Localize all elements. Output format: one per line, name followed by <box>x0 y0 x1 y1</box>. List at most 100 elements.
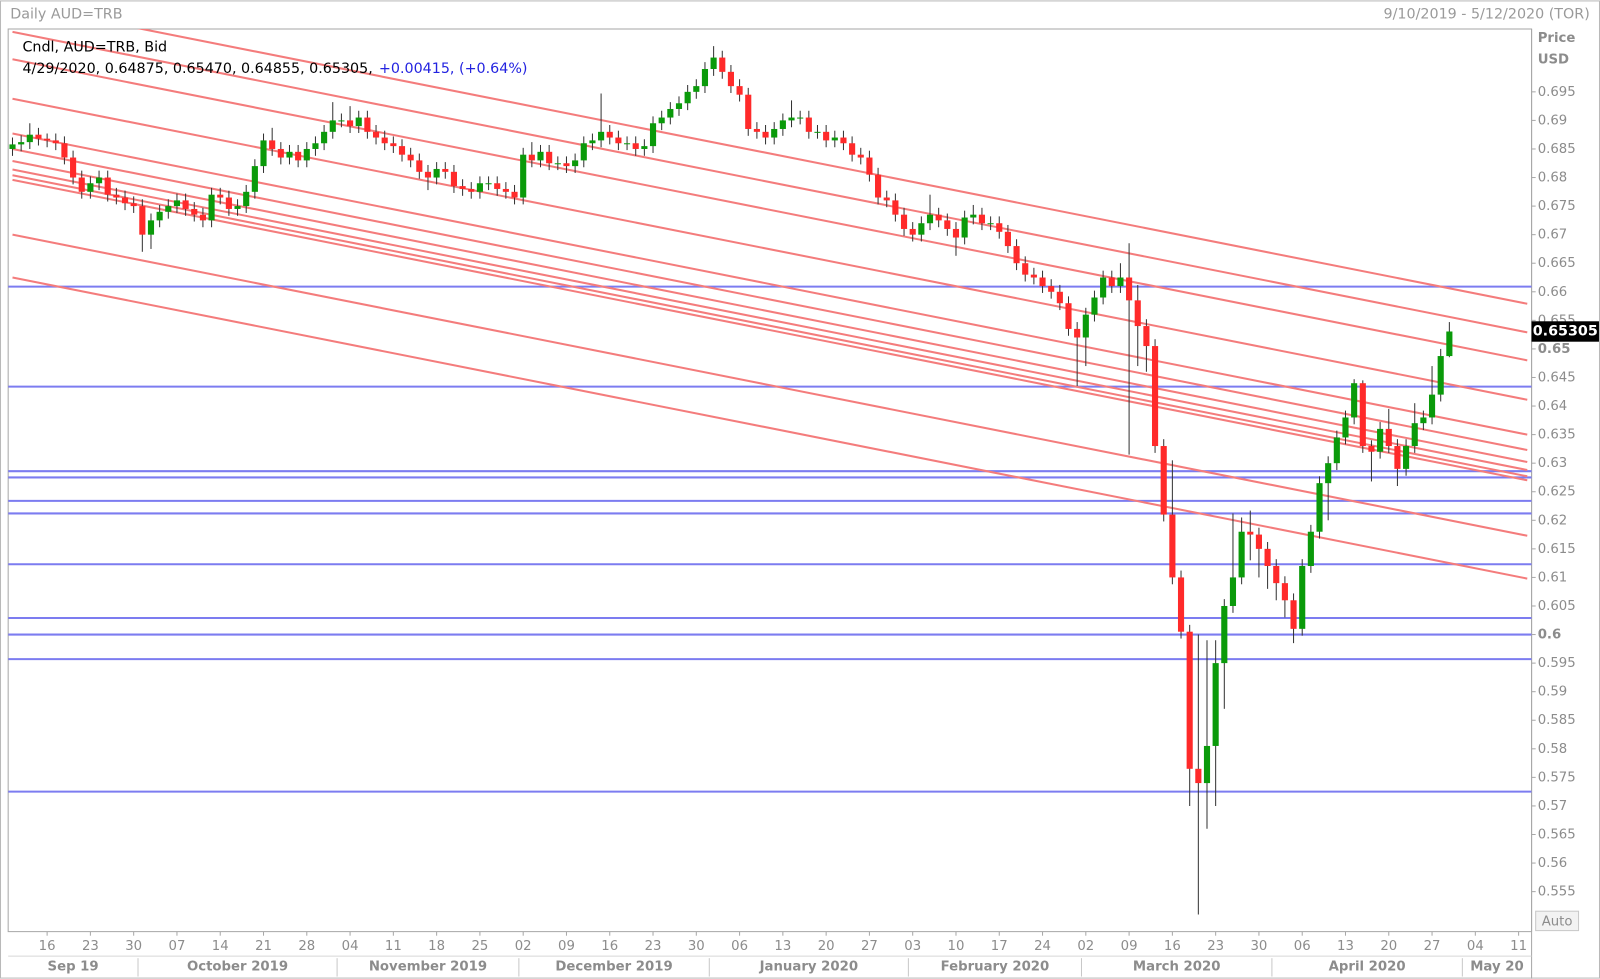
month-label: January 2020 <box>759 959 858 974</box>
candle-body <box>1074 328 1081 338</box>
candle-body <box>546 151 553 164</box>
candle-body <box>61 143 68 158</box>
candle-body <box>1316 483 1323 532</box>
y-tick-label: 0.665 <box>1538 256 1576 271</box>
candle-body <box>121 197 129 204</box>
x-tick-label: 04 <box>1467 939 1484 954</box>
candle-body <box>286 151 293 158</box>
trend-line <box>136 29 1528 305</box>
x-tick-label: 04 <box>342 939 359 954</box>
candle-body <box>494 183 501 189</box>
candle-body <box>390 143 397 147</box>
candle-body <box>693 86 700 92</box>
candle-body <box>900 214 908 229</box>
x-tick-label: 11 <box>385 939 402 954</box>
candle-body <box>355 117 362 127</box>
x-tick-label: 28 <box>298 939 315 954</box>
candle-body <box>269 140 276 149</box>
y-tick-label: 0.57 <box>1538 799 1568 814</box>
trend-line <box>12 132 1528 436</box>
candle-body <box>225 197 232 209</box>
y-tick-label: 0.68 <box>1538 171 1568 186</box>
y-tick-label: 0.635 <box>1538 428 1576 443</box>
candle-body <box>935 214 942 221</box>
plot <box>8 29 1532 915</box>
x-tick-label: 06 <box>1294 939 1311 954</box>
candle-body <box>251 166 258 192</box>
candle-body <box>1351 383 1358 418</box>
y-tick-label: 0.675 <box>1538 199 1576 214</box>
candle-body <box>831 137 838 141</box>
x-tick-label: 02 <box>1077 939 1094 954</box>
trend-line <box>12 178 1528 482</box>
candle-body <box>987 223 994 225</box>
candle-body <box>1221 605 1228 664</box>
candle-body <box>1247 531 1254 535</box>
candle-body <box>952 228 960 238</box>
candle-body <box>87 183 94 192</box>
y-tick-label: 0.58 <box>1538 742 1568 757</box>
x-tick-label: 09 <box>558 939 575 954</box>
x-tick-label: 21 <box>255 939 272 954</box>
x-tick-label: 03 <box>904 939 921 954</box>
candle-body <box>762 131 769 138</box>
candle-body <box>606 131 613 138</box>
candle-body <box>520 154 527 198</box>
x-tick-label: 18 <box>428 939 445 954</box>
x-tick-label: 13 <box>774 939 791 954</box>
x-tick-label: 16 <box>1164 939 1181 954</box>
candle-body <box>321 131 328 144</box>
candle-body <box>554 163 561 165</box>
candle-body <box>459 186 466 189</box>
candle-body <box>312 143 319 149</box>
candle-body <box>147 220 155 235</box>
candle-body <box>1299 566 1306 629</box>
candle-body <box>1108 277 1115 287</box>
candle-body <box>1186 631 1193 769</box>
candle-body <box>243 191 250 207</box>
x-tick-label: 16 <box>601 939 618 954</box>
candle-body <box>295 151 302 161</box>
y-tick-label: 0.595 <box>1538 656 1576 671</box>
y-tick-label: 0.695 <box>1538 85 1576 100</box>
candle-body <box>1151 346 1159 447</box>
y-tick-label: 0.645 <box>1538 370 1576 385</box>
candle-body <box>537 151 544 161</box>
x-tick-label: 23 <box>645 939 662 954</box>
candle-body <box>1307 531 1314 567</box>
x-tick-label: 13 <box>1337 939 1354 954</box>
month-label: March 2020 <box>1133 959 1221 974</box>
y-tick-label: 0.65 <box>1538 342 1571 357</box>
candle-body <box>1342 417 1349 438</box>
y-tick-label: 0.605 <box>1538 599 1576 614</box>
scale-mode[interactable]: Auto <box>1542 914 1573 929</box>
y-tick-label: 0.6 <box>1538 628 1562 643</box>
candle-body <box>468 188 475 192</box>
auto-button[interactable] <box>1535 910 1580 932</box>
month-label: May 20 <box>1470 959 1523 974</box>
candle-body <box>1169 514 1176 578</box>
month-label: October 2019 <box>187 959 288 974</box>
y-tick-label: 0.555 <box>1538 885 1576 900</box>
candle-body <box>1385 428 1392 447</box>
candle-body <box>1134 300 1141 327</box>
candle-body <box>450 171 458 187</box>
candle-body <box>1100 277 1107 298</box>
candle-body <box>944 220 951 229</box>
trend-line <box>12 58 1528 362</box>
candle-body <box>623 143 631 145</box>
candle-body <box>918 223 925 235</box>
candle-body <box>1117 277 1124 287</box>
candle-body <box>1437 356 1444 395</box>
legend-title: Cndl, AUD=TRB, Bid <box>22 39 167 55</box>
candle-body <box>771 128 778 138</box>
candle-body <box>1212 663 1219 746</box>
x-tick-label: 24 <box>1034 939 1051 954</box>
candle-body <box>1177 577 1185 632</box>
candle-body <box>18 142 25 145</box>
candle-body <box>78 177 85 192</box>
candle-body <box>1333 437 1340 464</box>
candle-body <box>1394 446 1401 469</box>
month-label: April 2020 <box>1329 959 1406 974</box>
